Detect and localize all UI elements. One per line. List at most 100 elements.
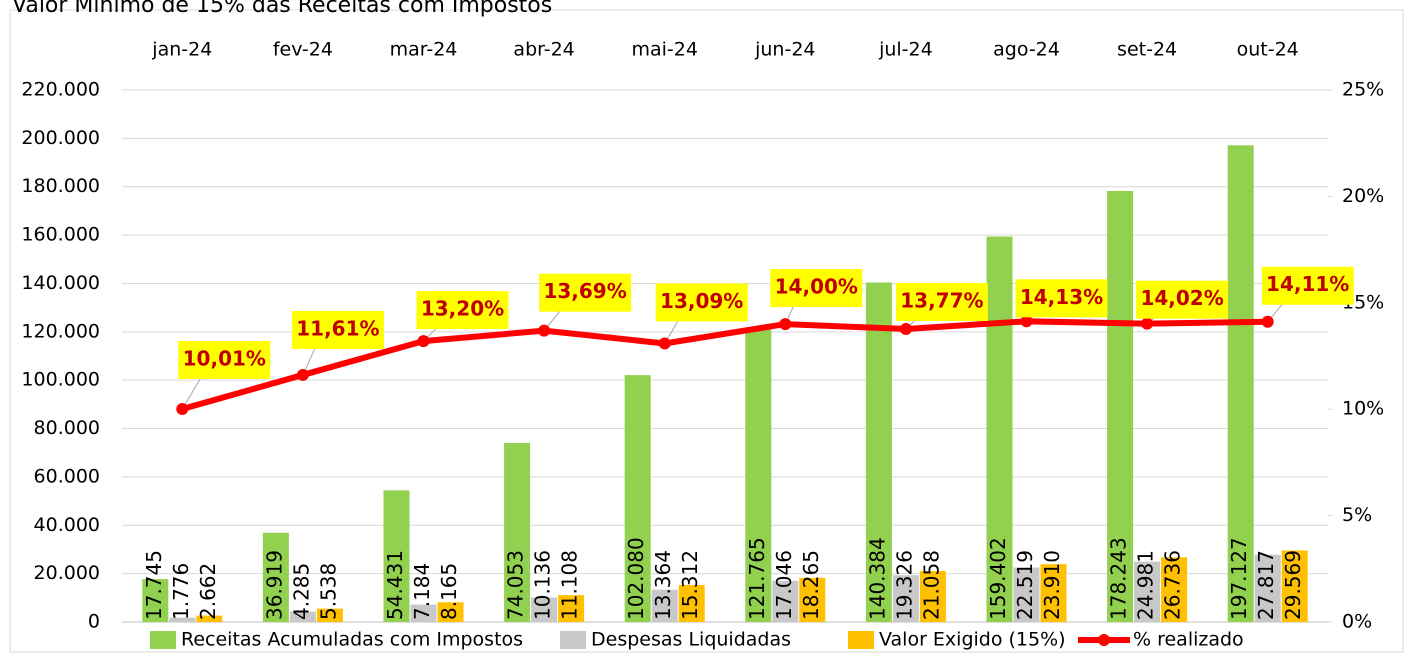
- line-point: [779, 318, 792, 331]
- bar: [289, 611, 316, 622]
- bar-value-label: 54.431: [383, 550, 407, 620]
- bar: [383, 490, 410, 622]
- x-tick-label: jan-24: [151, 39, 212, 61]
- y-tick-label: 80.000: [34, 417, 100, 439]
- point-value-label: 11,61%: [296, 316, 379, 340]
- label-box: [655, 283, 748, 322]
- line-point: [1020, 315, 1033, 328]
- bar-value-label: 24.981: [1134, 550, 1158, 620]
- bar: [624, 375, 651, 622]
- point-value-label: 10,01%: [183, 346, 266, 370]
- legend-swatch: [848, 631, 874, 649]
- y2-tick-label: 5%: [1342, 504, 1372, 526]
- legend-item: Receitas Acumuladas com Impostos: [150, 629, 523, 651]
- line-point: [658, 337, 671, 350]
- x-tick-label: abr-24: [513, 39, 574, 61]
- bar: [1227, 145, 1254, 622]
- legend-label: Valor Exigido (15%): [879, 629, 1066, 651]
- bar: [1040, 564, 1067, 622]
- y-tick-label: 20.000: [34, 562, 100, 584]
- label-box: [1261, 266, 1354, 305]
- bar: [410, 604, 437, 622]
- legend-label: Despesas Liquidadas: [591, 629, 791, 651]
- y-tick-label: 180.000: [21, 175, 100, 197]
- legend-label: % realizado: [1133, 629, 1244, 651]
- bar: [262, 532, 289, 622]
- chart-title: Valor Mínimo de 15% das Receitas com Imp…: [12, 0, 552, 18]
- y2-tick-label: 0%: [1342, 611, 1372, 633]
- x-tick-label: fev-24: [273, 39, 333, 61]
- bar: [504, 442, 531, 622]
- bar-value-label: 27.817: [1254, 550, 1278, 620]
- line: [181, 318, 1268, 412]
- bar: [1013, 567, 1040, 622]
- bar: [437, 602, 464, 622]
- bar: [919, 571, 946, 622]
- bar: [892, 575, 919, 622]
- label-box: [178, 340, 271, 379]
- legend-marker: [1098, 634, 1110, 646]
- label-box: [895, 282, 988, 321]
- bar: [316, 608, 343, 622]
- legend-item: Valor Exigido (15%): [848, 629, 1066, 651]
- bar-value-label: 22.519: [1013, 550, 1037, 620]
- y-tick-label: 160.000: [21, 224, 100, 246]
- bar-value-label: 8.165: [437, 563, 461, 620]
- x-tick-label: ago-24: [993, 39, 1060, 61]
- line-point: [899, 322, 912, 335]
- bar: [558, 595, 585, 622]
- y-tick-label: 40.000: [34, 514, 100, 536]
- legend-item: Despesas Liquidadas: [560, 629, 791, 651]
- label-box: [1136, 280, 1229, 319]
- bar: [678, 584, 705, 622]
- chart-border: [9, 9, 1404, 653]
- bar: [986, 236, 1013, 622]
- line-point: [296, 368, 309, 381]
- y-tick-label: 220.000: [21, 79, 100, 101]
- bar-value-label: 5.538: [316, 563, 340, 620]
- bar: [745, 327, 772, 622]
- bar: [772, 580, 799, 622]
- bar-value-label: 140.384: [865, 537, 889, 620]
- bar-value-label: 17.745: [142, 550, 166, 620]
- bar-value-label: 17.046: [772, 550, 796, 620]
- label-box: [416, 291, 509, 330]
- y-tick-label: 120.000: [21, 320, 100, 342]
- line-point: [417, 335, 430, 348]
- bar: [1107, 190, 1134, 622]
- bar-value-label: 19.326: [892, 550, 916, 620]
- bar: [169, 617, 196, 622]
- x-tick-label: out-24: [1237, 39, 1299, 61]
- label-box: [1015, 279, 1108, 318]
- bar-value-label: 159.402: [986, 537, 1010, 620]
- label-box: [539, 273, 632, 312]
- line-point: [176, 402, 189, 415]
- line-point: [1261, 315, 1274, 328]
- bar-value-label: 23.910: [1040, 550, 1064, 620]
- bar-value-label: 178.243: [1107, 537, 1131, 620]
- bar: [142, 579, 169, 622]
- bar-value-label: 102.080: [624, 537, 648, 620]
- legend-swatch: [560, 631, 586, 649]
- bar: [1161, 557, 1188, 622]
- bar: [1281, 550, 1308, 622]
- bar-value-label: 26.736: [1161, 550, 1185, 620]
- y2-tick-label: 10%: [1342, 398, 1384, 420]
- bar: [531, 597, 558, 622]
- point-value-label: 14,02%: [1140, 286, 1223, 310]
- bar-value-label: 197.127: [1227, 537, 1251, 620]
- point-value-label: 13,20%: [421, 297, 504, 321]
- legend-swatch: [150, 631, 176, 649]
- bar: [651, 589, 678, 622]
- bar: [865, 282, 892, 622]
- point-value-label: 14,00%: [775, 275, 858, 299]
- label-box: [291, 310, 384, 349]
- point-value-label: 13,09%: [660, 289, 743, 313]
- bar: [196, 615, 223, 622]
- x-tick-label: mar-24: [390, 39, 458, 61]
- bar-value-label: 121.765: [745, 537, 769, 620]
- bar-value-label: 10.136: [531, 550, 555, 620]
- y-tick-label: 60.000: [34, 465, 100, 487]
- y-tick-label: 0: [88, 611, 100, 633]
